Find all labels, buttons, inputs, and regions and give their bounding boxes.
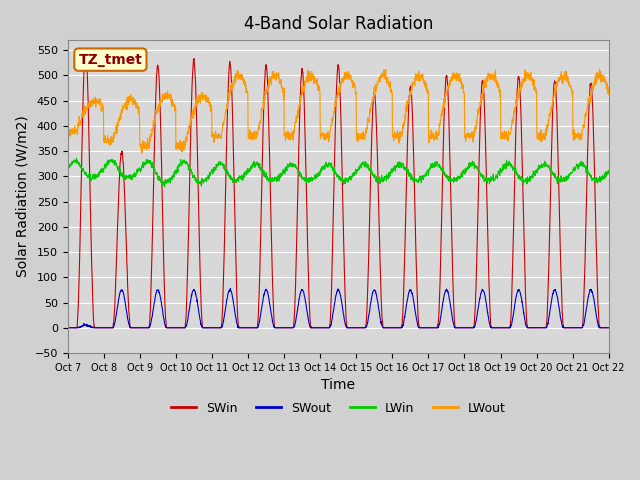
LWout <box>366 107 374 112</box>
LWout <box>495 88 503 94</box>
LWin <box>605 168 612 173</box>
LWout <box>354 138 362 144</box>
SWout <box>366 308 374 313</box>
LWin <box>573 163 580 169</box>
SWin <box>572 325 580 331</box>
LWout <box>596 66 604 72</box>
LWin <box>496 173 504 179</box>
Line: SWout: SWout <box>68 288 609 328</box>
SWin <box>82 46 90 52</box>
SWout <box>495 325 503 331</box>
LWout <box>572 132 580 137</box>
Legend: SWin, SWout, LWin, LWout: SWin, SWout, LWin, LWout <box>166 397 511 420</box>
LWin <box>355 167 362 172</box>
LWin <box>366 167 374 172</box>
LWin <box>64 166 72 171</box>
SWin <box>366 214 374 220</box>
LWout <box>64 129 72 134</box>
X-axis label: Time: Time <box>321 378 355 392</box>
SWin <box>605 325 612 331</box>
LWin <box>72 155 80 161</box>
SWout <box>64 325 72 331</box>
LWin <box>557 173 565 179</box>
LWout <box>215 135 223 141</box>
LWout <box>557 76 565 82</box>
Line: LWin: LWin <box>68 158 609 187</box>
LWin <box>161 184 168 190</box>
SWout <box>605 325 612 331</box>
SWout <box>227 286 234 291</box>
SWout <box>354 325 362 331</box>
SWin <box>557 279 565 285</box>
SWin <box>495 325 503 331</box>
Y-axis label: Solar Radiation (W/m2): Solar Radiation (W/m2) <box>15 116 29 277</box>
SWin <box>215 325 223 331</box>
LWout <box>605 92 612 97</box>
LWout <box>138 151 145 156</box>
Line: SWin: SWin <box>68 49 609 328</box>
Text: TZ_tmet: TZ_tmet <box>79 53 142 67</box>
Title: 4-Band Solar Radiation: 4-Band Solar Radiation <box>243 15 433 33</box>
SWout <box>214 325 222 331</box>
LWin <box>215 160 223 166</box>
SWin <box>354 325 362 331</box>
SWout <box>557 318 565 324</box>
Line: LWout: LWout <box>68 69 609 154</box>
SWout <box>572 325 580 331</box>
SWin <box>64 325 72 331</box>
